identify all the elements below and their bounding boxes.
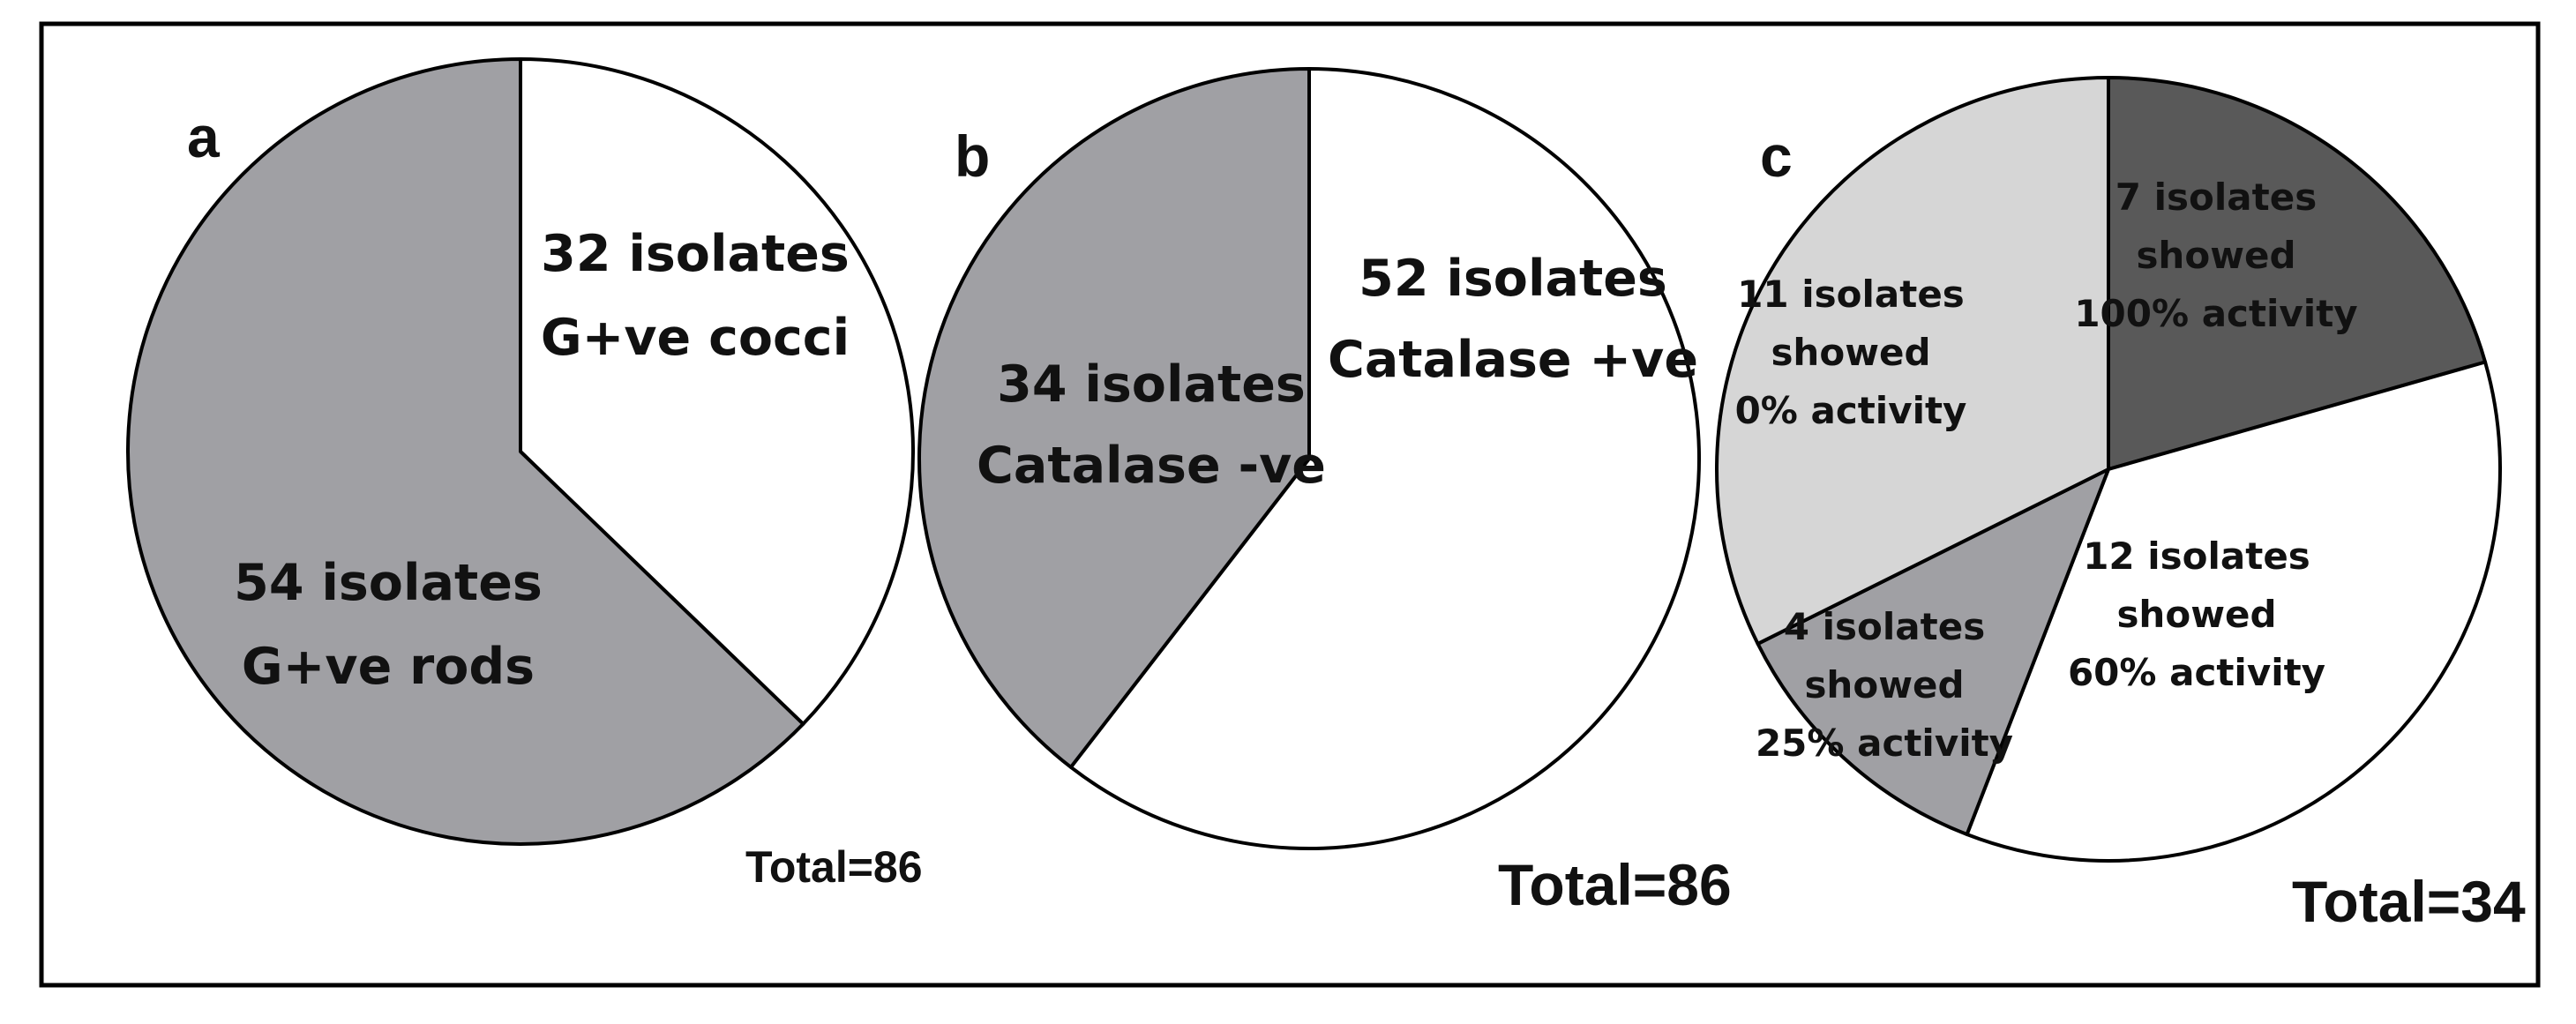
slice-label-line: 11 isolates bbox=[1737, 273, 1965, 316]
slice-label-line: 52 isolates bbox=[1359, 250, 1667, 308]
slice-label-line: showed bbox=[1804, 663, 1964, 706]
pie-slice-c-3 bbox=[1756, 467, 2110, 837]
slice-label-c-3: 4 isolates showed 25% activity bbox=[1756, 605, 2013, 765]
slice-label-line: 4 isolates bbox=[1784, 605, 1985, 648]
slice-label-c-4: 11 isolates showed 0% activity bbox=[1735, 273, 1967, 432]
slice-label-line: 100% activity bbox=[2074, 292, 2357, 335]
total-label-b: Total=86 bbox=[1498, 852, 1732, 917]
slice-label-b-2: 34 isolates Catalase -ve bbox=[977, 355, 1326, 495]
pie-slice-a-2 bbox=[126, 57, 805, 846]
slice-label-line: showed bbox=[2116, 593, 2276, 636]
slice-label-a-2: 54 isolates G+ve rods bbox=[234, 554, 543, 696]
slice-label-line: G+ve cocci bbox=[541, 309, 850, 367]
slice-label-line: 54 isolates bbox=[234, 554, 543, 612]
slice-label-line: 25% activity bbox=[1756, 721, 2013, 765]
pie-slice-c-4 bbox=[1715, 76, 2110, 646]
slice-label-line: Catalase +ve bbox=[1328, 331, 1698, 389]
panel-letter-b: b bbox=[955, 123, 990, 189]
slice-label-line: 0% activity bbox=[1735, 389, 1967, 432]
pie-slice-b-2 bbox=[917, 67, 1311, 769]
slice-label-b-1: 52 isolates Catalase +ve bbox=[1328, 250, 1698, 389]
slice-label-line: 60% activity bbox=[2068, 651, 2325, 694]
slice-label-c-1: 7 isolates showed 100% activity bbox=[2074, 176, 2357, 335]
pie-panels: 32 isolates G+ve cocci 54 isolates G+ve rod… bbox=[126, 57, 2526, 934]
pie-panel-b: 52 isolates Catalase +ve 34 isolates Catala… bbox=[917, 67, 1732, 917]
pie-slice-c-2 bbox=[1965, 360, 2502, 863]
slice-label-line: 34 isolates bbox=[997, 355, 1306, 414]
panel-letter-c: c bbox=[1760, 123, 1793, 189]
pie-panel-c: 7 isolates showed 100% activity 12 isolates… bbox=[1715, 76, 2526, 934]
pie-slice-a-1 bbox=[519, 57, 915, 726]
slice-label-line: 32 isolates bbox=[541, 225, 850, 283]
pie-slice-c-1 bbox=[2107, 76, 2488, 471]
slice-label-line: 12 isolates bbox=[2083, 534, 2310, 578]
slice-label-a-1: 32 isolates G+ve cocci bbox=[541, 225, 850, 367]
pie-panel-a: 32 isolates G+ve cocci 54 isolates G+ve rod… bbox=[126, 57, 923, 892]
slice-label-line: 7 isolates bbox=[2115, 176, 2317, 219]
slice-label-line: Catalase -ve bbox=[977, 437, 1326, 495]
slice-label-line: showed bbox=[2136, 234, 2295, 277]
slice-label-line: showed bbox=[1771, 331, 1930, 374]
slice-label-c-2: 12 isolates showed 60% activity bbox=[2068, 534, 2325, 694]
slice-label-line: G+ve rods bbox=[242, 638, 535, 696]
total-label-c: Total=34 bbox=[2292, 869, 2526, 934]
total-label-a: Total=86 bbox=[745, 842, 923, 892]
panel-letter-a: a bbox=[187, 104, 221, 169]
pie-slice-b-1 bbox=[1068, 67, 1701, 850]
